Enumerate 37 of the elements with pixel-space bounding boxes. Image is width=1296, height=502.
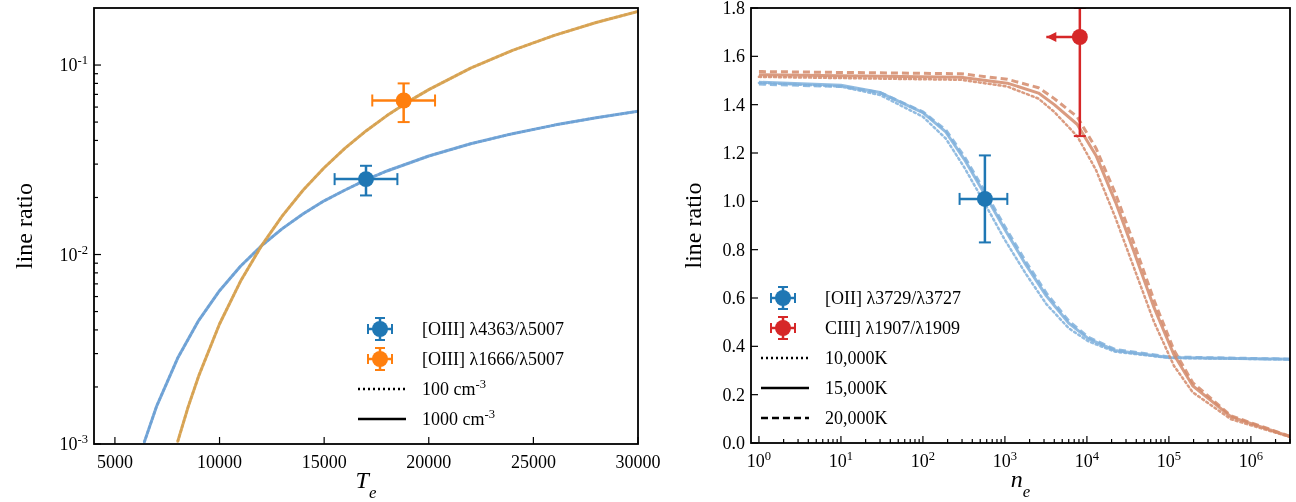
y-tick-label: 10$^{-1}$ <box>59 53 88 76</box>
y-tick-label: 0.8 <box>722 239 745 260</box>
y-axis-title: line ratio <box>11 183 37 269</box>
x-tick-label: 10$^{6}$ <box>1238 449 1264 471</box>
y-tick-label: 1.8 <box>722 0 745 18</box>
y-tick-label: 0.0 <box>722 433 745 453</box>
y-tick-label: 10$^{-3}$ <box>59 432 88 454</box>
y-tick-label: 0.4 <box>722 336 745 357</box>
x-tick-label: 15000 <box>301 452 347 472</box>
legend-label: 1000 cm$^{-3}$ <box>422 407 495 429</box>
x-tick-label: 10$^{2}$ <box>910 449 936 471</box>
x-tick-label: 10000 <box>197 452 243 472</box>
x-tick-label: 10$^{5}$ <box>1156 449 1182 471</box>
legend-label: 20,000K <box>825 408 888 428</box>
legend-label: [OIII] λ4363/λ5007 <box>422 319 564 339</box>
legend-label: [OIII] λ1666/λ5007 <box>422 349 564 369</box>
y-axis-title: line ratio <box>680 182 706 269</box>
x-tick-label: 25000 <box>510 452 556 472</box>
x-tick-label: 10$^{4}$ <box>1074 449 1100 471</box>
x-tick-label: 30000 <box>615 452 661 472</box>
y-tick-label: 10$^{-2}$ <box>59 242 88 265</box>
x-tick-label: 20000 <box>406 452 452 472</box>
x-axis-title: T$_{e}$ <box>355 467 377 502</box>
y-tick-label: 1.6 <box>722 46 745 67</box>
x-tick-label: 5000 <box>96 452 133 472</box>
legend-label: 10,000K <box>825 348 888 368</box>
y-tick-label: 1.4 <box>722 94 745 115</box>
legend-label: [OII] λ3729/λ3727 <box>825 288 961 308</box>
x-tick-label: 10$^{0}$ <box>746 449 772 471</box>
y-tick-label: 0.2 <box>722 384 745 405</box>
legend-label: 15,000K <box>825 378 888 398</box>
y-tick-label: 1.0 <box>722 191 745 212</box>
legend-label: 100 cm$^{-3}$ <box>422 377 486 399</box>
x-tick-label: 10$^{1}$ <box>828 449 854 471</box>
y-tick-label: 1.2 <box>722 143 745 163</box>
legend-label: CIII] λ1907/λ1909 <box>825 318 960 338</box>
y-tick-label: 0.6 <box>722 288 745 308</box>
